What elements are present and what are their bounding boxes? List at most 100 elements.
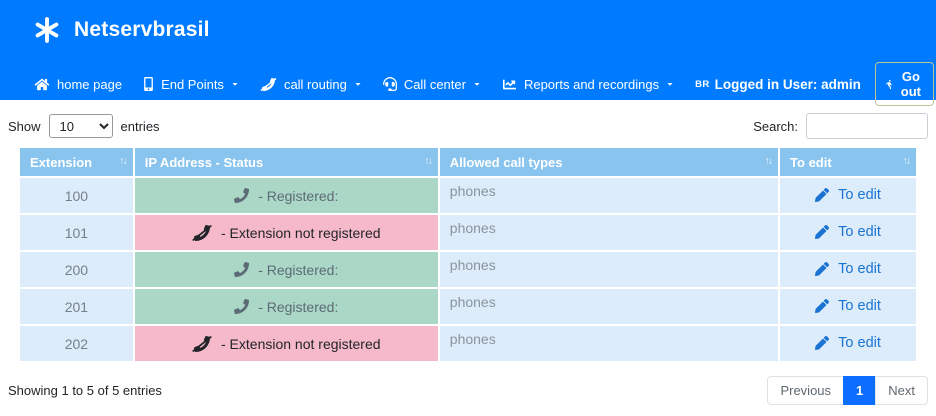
to-edit-label: To edit — [838, 334, 881, 351]
column-header-ip-status[interactable]: IP Address - Status ↑↓ — [134, 148, 438, 176]
asterisk-logo-icon — [34, 17, 60, 43]
pencil-icon — [815, 336, 829, 350]
sort-icon[interactable]: ↑↓ — [764, 155, 773, 167]
edit-cell: To edit — [780, 326, 916, 361]
pencil-icon — [815, 225, 829, 239]
extension-cell: 200 — [20, 252, 133, 287]
to-edit-label: To edit — [838, 297, 881, 314]
nav-item-home-page[interactable]: home page — [34, 77, 122, 92]
chart-line-icon — [502, 78, 517, 91]
to-edit-label: To edit — [838, 223, 881, 240]
edit-cell: To edit — [780, 252, 916, 287]
status-cell: - Registered: — [134, 289, 438, 324]
mobile-icon — [143, 77, 154, 91]
chevron-down-icon — [666, 80, 674, 88]
search-control: Search: — [753, 113, 928, 139]
logged-in-user-label: Logged in User: admin — [714, 76, 861, 92]
headset-icon — [383, 77, 397, 91]
table-row: 200 - Registered: phones To edit — [20, 252, 916, 287]
status-text: - Registered: — [258, 187, 339, 204]
phone-slash-icon — [192, 225, 212, 241]
to-edit-link[interactable]: To edit — [815, 224, 881, 240]
to-edit-link[interactable]: To edit — [815, 261, 881, 277]
go-out-button[interactable]: Go out — [874, 62, 935, 106]
table-row: 100 - Registered: phones To edit — [20, 178, 916, 213]
column-header-to-edit[interactable]: To edit ↑↓ — [780, 148, 916, 176]
table-row: 101 - Extension not registered phones To… — [20, 215, 916, 250]
status-cell: - Extension not registered — [134, 326, 438, 361]
call-types-cell: phones — [439, 178, 779, 213]
table-controls: Show 10 entries Search: — [8, 113, 928, 139]
app-title: Netservbrasil — [74, 18, 210, 41]
sort-icon[interactable]: ↑↓ — [424, 155, 432, 167]
sort-icon[interactable]: ↑↓ — [902, 155, 911, 167]
chevron-down-icon — [473, 80, 481, 88]
page-size-control: Show 10 entries — [8, 114, 160, 138]
search-input[interactable] — [806, 113, 928, 139]
page-1-button[interactable]: 1 — [843, 376, 877, 405]
table-footer: Showing 1 to 5 of 5 entries Previous 1 N… — [8, 376, 928, 405]
table-header-row: Extension ↑↓ IP Address - Status ↑↓ Allowe… — [20, 148, 916, 176]
status-cell: - Registered: — [134, 178, 438, 213]
sort-icon[interactable]: ↑↓ — [119, 155, 127, 167]
column-header-extension[interactable]: Extension ↑↓ — [20, 148, 133, 176]
nav-label: End Points — [161, 76, 224, 92]
extension-cell: 100 — [20, 178, 133, 213]
chevron-down-icon — [354, 80, 362, 88]
pencil-icon — [815, 188, 829, 202]
nav-item-call-routing[interactable]: call routing — [260, 77, 362, 92]
nav-label: home page — [57, 76, 123, 92]
nav-label: Call center — [403, 76, 466, 92]
locale-badge: BR — [695, 78, 710, 90]
status-text: - Registered: — [258, 261, 339, 278]
to-edit-label: To edit — [838, 186, 881, 203]
page-size-select[interactable]: 10 — [48, 114, 113, 138]
nav-label: call routing — [283, 76, 347, 92]
app-header: Netservbrasil home page End Points call … — [0, 0, 936, 106]
show-label: Show — [8, 118, 41, 134]
pencil-icon — [815, 262, 829, 276]
edit-cell: To edit — [780, 289, 916, 324]
nav-label: Reports and recordings — [523, 76, 660, 92]
walking-person-icon — [886, 78, 892, 91]
to-edit-link[interactable]: To edit — [815, 335, 881, 351]
status-text: - Extension not registered — [221, 224, 381, 241]
extension-cell: 201 — [20, 289, 133, 324]
pencil-icon — [815, 299, 829, 313]
go-out-label: Go out — [900, 69, 922, 99]
table-row: 201 - Registered: phones To edit — [20, 289, 916, 324]
to-edit-link[interactable]: To edit — [815, 187, 881, 203]
logged-in-user: BR Logged in User: admin — [695, 77, 861, 92]
brand: Netservbrasil — [34, 12, 920, 48]
nav-item-reports-and-recordings[interactable]: Reports and recordings — [502, 77, 674, 92]
entries-label: entries — [120, 118, 160, 134]
nav-item-end-points[interactable]: End Points — [143, 77, 239, 92]
previous-page-button[interactable]: Previous — [767, 376, 845, 405]
status-cell: - Registered: — [134, 252, 438, 287]
edit-cell: To edit — [780, 178, 916, 213]
phone-icon — [234, 188, 249, 203]
extension-cell: 202 — [20, 326, 133, 361]
phone-icon — [234, 262, 249, 277]
home-icon — [34, 78, 50, 91]
phone-icon — [234, 299, 249, 314]
chevron-down-icon — [231, 80, 239, 88]
status-cell: - Extension not registered — [134, 215, 438, 250]
search-label: Search: — [753, 118, 798, 134]
edit-cell: To edit — [780, 215, 916, 250]
phone-slash-icon — [260, 78, 277, 91]
call-types-cell: phones — [439, 326, 779, 361]
call-types-cell: phones — [439, 252, 779, 287]
phone-slash-icon — [192, 336, 212, 352]
pagination: Previous 1 Next — [767, 376, 928, 405]
to-edit-link[interactable]: To edit — [815, 298, 881, 314]
extensions-table: Extension ↑↓ IP Address - Status ↑↓ Allowe… — [18, 146, 918, 363]
next-page-button[interactable]: Next — [875, 376, 928, 405]
status-text: - Registered: — [258, 298, 339, 315]
table-row: 202 - Extension not registered phones To… — [20, 326, 916, 361]
nav-item-call-center[interactable]: Call center — [383, 77, 481, 92]
entries-summary: Showing 1 to 5 of 5 entries — [8, 383, 162, 398]
call-types-cell: phones — [439, 215, 779, 250]
column-header-call-types[interactable]: Allowed call types ↑↓ — [439, 148, 779, 176]
to-edit-label: To edit — [838, 260, 881, 277]
